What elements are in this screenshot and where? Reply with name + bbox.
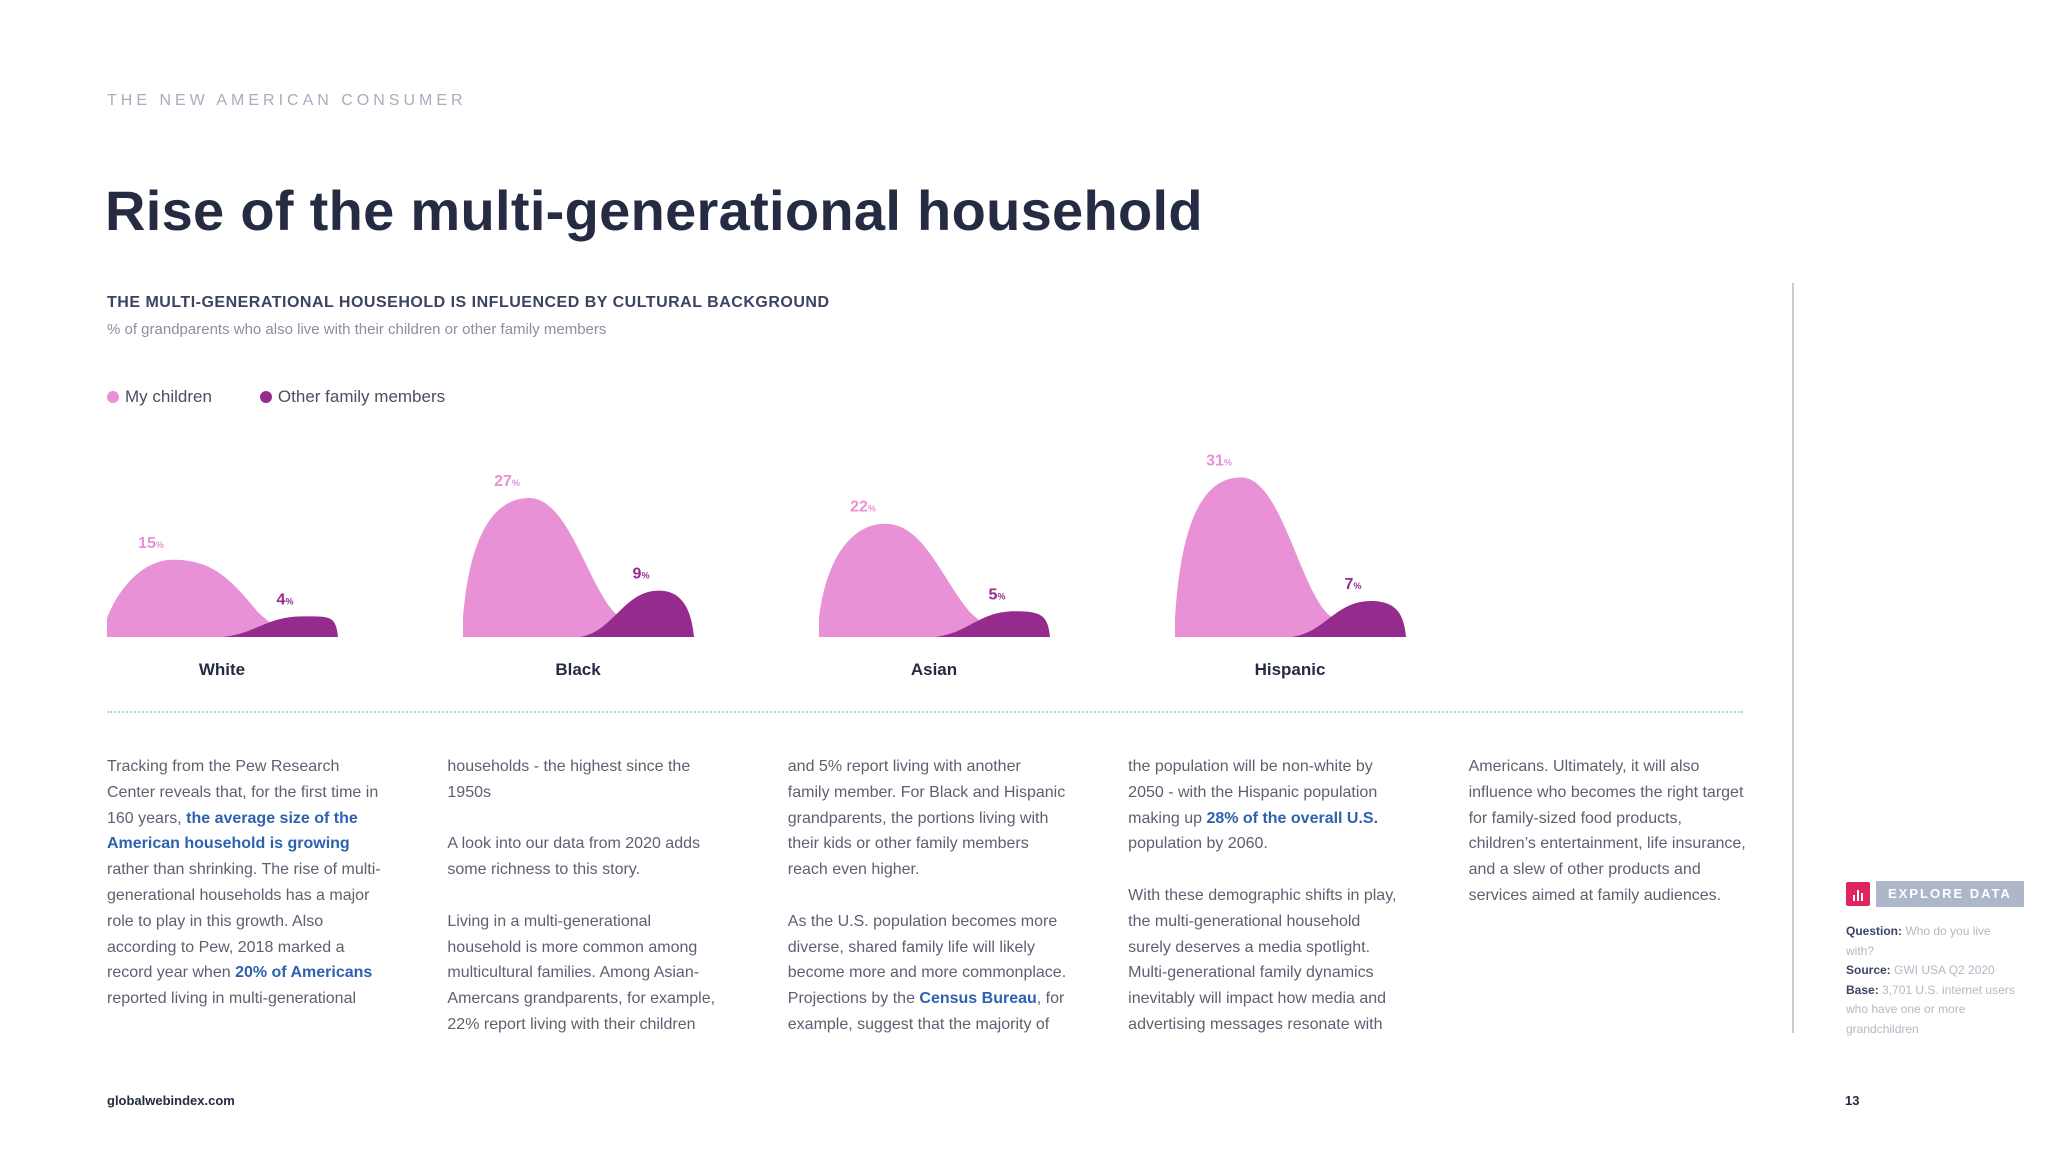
series-other-family-hispanic [1291, 600, 1406, 637]
explore-data-link[interactable]: EXPLORE DATA [1846, 881, 2024, 907]
category-label-white: White [199, 660, 245, 679]
series-my-children-hispanic [1175, 477, 1380, 637]
paragraph-2: A look into our data from 2020 adds some… [447, 835, 700, 879]
sidebar-divider [1792, 283, 1794, 1033]
series-my-children-white [107, 559, 312, 637]
page-title: Rise of the multi-generational household [105, 179, 1203, 242]
legend-swatch-my-children [107, 391, 119, 403]
data-label-other-family-black: 9% [633, 566, 650, 583]
page-number: 13 [1845, 1093, 1860, 1108]
series-other-family-white [223, 616, 338, 637]
paragraph-1: Tracking from the Pew Research Center re… [107, 758, 691, 1008]
data-label-my-children-black: 27% [494, 473, 520, 490]
note-question: Question: Who do you live with? [1846, 924, 1991, 958]
data-label-other-family-hispanic: 7% [1345, 576, 1362, 593]
section-divider [107, 711, 1743, 713]
distribution-chart: 15% 4% White 27% 9% Black 22% 5% Asian 31% 7% Hispa… [107, 452, 1406, 679]
category-label-black: Black [555, 660, 601, 679]
chart-notes: Question: Who do you live with? Source: … [1846, 922, 2016, 1039]
section-eyebrow: THE NEW AMERICAN CONSUMER [107, 92, 467, 109]
paragraph-4: As the U.S. population becomes more dive… [787, 758, 1379, 1033]
legend-label-other-family: Other family members [277, 387, 446, 406]
paragraph-5: With these demographic shifts in play, t… [1128, 758, 1746, 1033]
body-text: Tracking from the Pew Research Center re… [107, 754, 1747, 1044]
legend-item-my-children: My children [107, 387, 212, 407]
paragraph-3: Living in a multi-generational household… [447, 758, 1066, 1033]
data-label-other-family-white: 4% [277, 591, 294, 608]
data-label-my-children-hispanic: 31% [1206, 452, 1232, 469]
data-label-other-family-asian: 5% [989, 586, 1006, 603]
series-my-children-asian [819, 523, 1024, 637]
footer-site[interactable]: globalwebindex.com [107, 1093, 235, 1108]
note-source: Source: GWI USA Q2 2020 [1846, 963, 1995, 977]
data-label-my-children-white: 15% [138, 535, 164, 552]
chart-subtitle: % of grandparents who also live with the… [107, 321, 607, 338]
series-other-family-black [579, 590, 694, 637]
chart-legend: My children Other family members [107, 387, 445, 407]
legend-swatch-other-family [259, 391, 272, 403]
category-label-asian: Asian [911, 660, 957, 679]
chart-title: THE MULTI-GENERATIONAL HOUSEHOLD IS INFL… [107, 294, 830, 311]
highlight-census-bureau: Census Bureau [919, 990, 1037, 1008]
explore-data-button[interactable]: EXPLORE DATA [1876, 881, 2024, 907]
series-other-family-asian [935, 611, 1050, 637]
data-label-my-children-asian: 22% [850, 499, 876, 516]
bar-chart-icon[interactable] [1846, 882, 1870, 906]
legend-item-other-family: Other family members [259, 387, 446, 407]
legend-label-my-children: My children [125, 387, 212, 406]
category-label-hispanic: Hispanic [1255, 660, 1326, 679]
highlight-household-size: the average size of the American househo… [107, 809, 358, 853]
note-base: Base: 3,701 U.S. internet users who have… [1846, 982, 2015, 1036]
highlight-hispanic-share: 28% of the overall U.S. [1206, 809, 1379, 827]
series-my-children-black [463, 497, 668, 637]
highlight-twenty-percent: 20% of Americans [235, 964, 373, 982]
